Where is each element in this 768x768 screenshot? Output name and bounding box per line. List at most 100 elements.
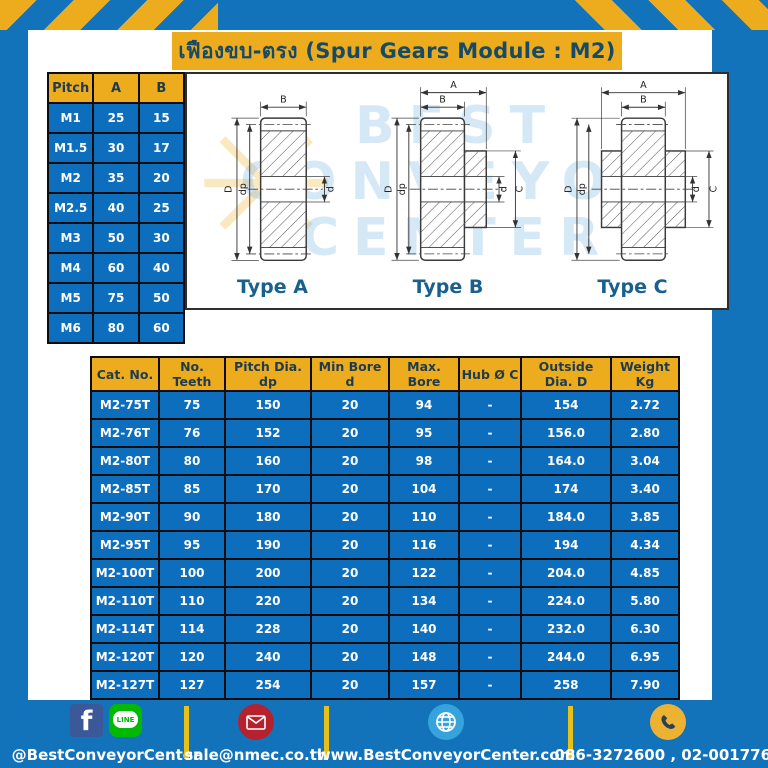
table-cell: M6 (46, 312, 95, 344)
table-row: M2-127T 127 254 20 157-258 7.90 (90, 670, 680, 700)
dim-label-A: A (640, 80, 647, 91)
table-cell: 20 (310, 670, 390, 700)
footer-website[interactable]: www.BestConveyorCenter.com (317, 704, 575, 764)
table-cell: 240 (224, 642, 312, 672)
table-cell: M5 (46, 282, 95, 314)
table-cell: 20 (310, 586, 390, 616)
table-cell: 75 (92, 282, 140, 314)
drawings-row: B D dp d Type (187, 78, 727, 298)
dim-label-dp: dp (397, 183, 408, 195)
dim-label-C: C (708, 186, 719, 193)
table-cell: 122 (388, 558, 460, 588)
table-cell: M2-95T (90, 530, 160, 560)
table-cell: 50 (92, 222, 140, 254)
table-cell: M4 (46, 252, 95, 284)
footer-social[interactable]: f LINE @BestConveyorCenter (12, 704, 200, 764)
table-cell: - (458, 586, 522, 616)
table-cell: 90 (158, 502, 226, 532)
table-cell: - (458, 558, 522, 588)
table-cell: 244.0 (520, 642, 612, 672)
table-cell: 95 (158, 530, 226, 560)
table-cell: 174 (520, 474, 612, 504)
facebook-icon[interactable]: f (70, 704, 103, 737)
table-row: M6 80 60 (46, 312, 186, 344)
table-cell: 152 (224, 418, 312, 448)
type-c-label: Type C (597, 276, 668, 298)
globe-icon[interactable] (428, 704, 464, 740)
email-address[interactable]: sale@nmec.co.th (184, 746, 328, 764)
table-row: M4 60 40 (46, 252, 186, 284)
table-cell: - (458, 614, 522, 644)
phone-icon[interactable] (650, 704, 686, 740)
table-cell: 148 (388, 642, 460, 672)
dim-label-D: D (563, 186, 574, 193)
table-cell: 200 (224, 558, 312, 588)
table-row: M2-120T 120 240 20 148-244.0 6.95 (90, 642, 680, 672)
footer-email[interactable]: sale@nmec.co.th (184, 704, 328, 764)
column-header: Pitch (46, 72, 95, 104)
table-row: M2-80T 80 160 20 98-164.0 3.04 (90, 446, 680, 476)
social-handle[interactable]: @BestConveyorCenter (11, 746, 201, 764)
footer-phone[interactable]: 086-3272600 , 02-0017766 (555, 704, 768, 764)
table-cell: - (458, 474, 522, 504)
table-cell: 80 (92, 312, 140, 344)
table-cell: 30 (92, 132, 140, 164)
table-cell: 20 (310, 446, 390, 476)
table-cell: M2-110T (90, 586, 160, 616)
table-cell: 184.0 (520, 502, 612, 532)
table-row: M3 50 30 (46, 222, 186, 254)
table-cell: 35 (92, 162, 140, 194)
table-cell: M2-76T (90, 418, 160, 448)
table-cell: M2-127T (90, 670, 160, 700)
phone-numbers[interactable]: 086-3272600 , 02-0017766 (554, 746, 768, 764)
line-app-icon[interactable]: LINE (109, 704, 142, 737)
table-cell: 100 (158, 558, 226, 588)
table-cell: 114 (158, 614, 226, 644)
table-cell: 170 (224, 474, 312, 504)
type-a-diagram: B D dp d (223, 95, 337, 262)
table-cell: 20 (310, 474, 390, 504)
table-cell: 7.90 (610, 670, 680, 700)
table-row: M2.5 40 25 (46, 192, 186, 224)
table-cell: 110 (158, 586, 226, 616)
table-cell: 116 (388, 530, 460, 560)
table-cell: 140 (388, 614, 460, 644)
table-cell: 40 (92, 192, 140, 224)
table-row: M2 35 20 (46, 162, 186, 194)
table-cell: 254 (224, 670, 312, 700)
table-cell: - (458, 642, 522, 672)
table-cell: M1 (46, 102, 95, 134)
table-cell: 4.85 (610, 558, 680, 588)
email-icon[interactable] (238, 704, 274, 740)
table-cell: 3.85 (610, 502, 680, 532)
table-cell: 94 (388, 390, 460, 420)
column-header: Outside Dia. D (520, 356, 612, 392)
table-cell: 164.0 (520, 446, 612, 476)
table-cell: 160 (224, 446, 312, 476)
table-cell: 20 (310, 418, 390, 448)
type-c-diagram: A B D dp (563, 80, 719, 261)
table-cell: 15 (137, 102, 186, 134)
table-cell: - (458, 390, 522, 420)
website-url[interactable]: www.BestConveyorCenter.com (316, 746, 576, 764)
table-cell: 60 (137, 312, 186, 344)
table-cell: 20 (310, 502, 390, 532)
table-cell: 75 (158, 390, 226, 420)
table-cell: 190 (224, 530, 312, 560)
table-cell: 258 (520, 670, 612, 700)
gear-spec-table: Cat. No. No. Teeth Pitch Dia. dp Min Bore d… (90, 356, 680, 700)
table-row: M1 25 15 (46, 102, 186, 134)
table-row: M2-85T 85 170 20 104-174 3.40 (90, 474, 680, 504)
table-header-row: Pitch A B (46, 72, 186, 104)
table-cell: 50 (137, 282, 186, 314)
table-cell: - (458, 502, 522, 532)
table-cell: 6.95 (610, 642, 680, 672)
column-header: No. Teeth (158, 356, 226, 392)
type-c-drawing: A B D dp (546, 78, 719, 298)
table-row: M2-95T 95 190 20 116-194 4.34 (90, 530, 680, 560)
table-cell: 98 (388, 446, 460, 476)
dim-label-dp: dp (577, 183, 588, 195)
table-cell: 20 (310, 530, 390, 560)
column-header: Cat. No. (90, 356, 160, 392)
